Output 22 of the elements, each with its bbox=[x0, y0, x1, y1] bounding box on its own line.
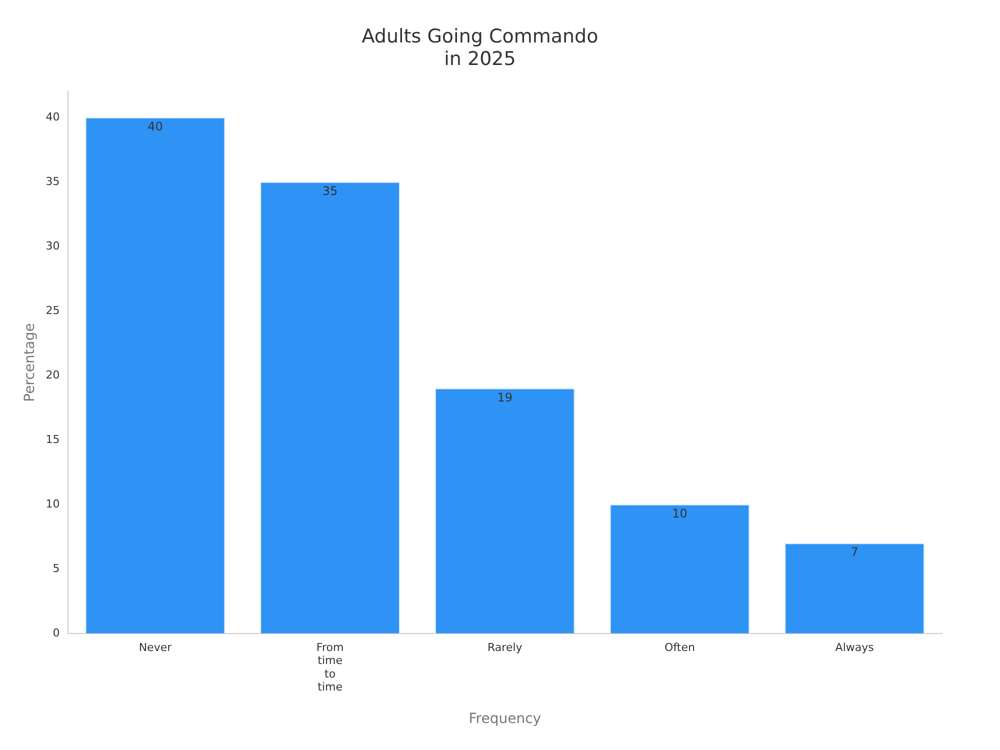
data-label: 7 bbox=[850, 545, 858, 560]
x-tick-label: Never bbox=[138, 640, 172, 654]
y-tick-label: 20 bbox=[46, 368, 60, 382]
x-tick-label: From time to time bbox=[316, 640, 344, 694]
y-tick-label: 10 bbox=[46, 497, 60, 510]
y-axis-title: Percentage bbox=[22, 323, 38, 402]
y-tick-label: 25 bbox=[46, 304, 60, 317]
x-tick-label: Always bbox=[835, 640, 874, 654]
data-label: 35 bbox=[322, 184, 338, 198]
data-label: 40 bbox=[148, 120, 163, 134]
y-tick-label: 30 bbox=[46, 239, 60, 252]
x-tick-label: Rarely bbox=[488, 640, 523, 654]
y-tick-label: 35 bbox=[46, 174, 60, 188]
y-tick-label: 15 bbox=[46, 432, 60, 446]
data-label: 10 bbox=[672, 506, 688, 521]
y-tick-label: 5 bbox=[52, 562, 60, 575]
data-label: 19 bbox=[497, 390, 513, 404]
chart-title: Adults Going Commando in 2025 bbox=[362, 25, 598, 70]
y-tick-label: 40 bbox=[46, 110, 60, 124]
y-tick-label: 0 bbox=[52, 626, 60, 640]
x-axis-title: Frequency bbox=[468, 711, 542, 728]
x-tick-label: Often bbox=[664, 640, 695, 654]
